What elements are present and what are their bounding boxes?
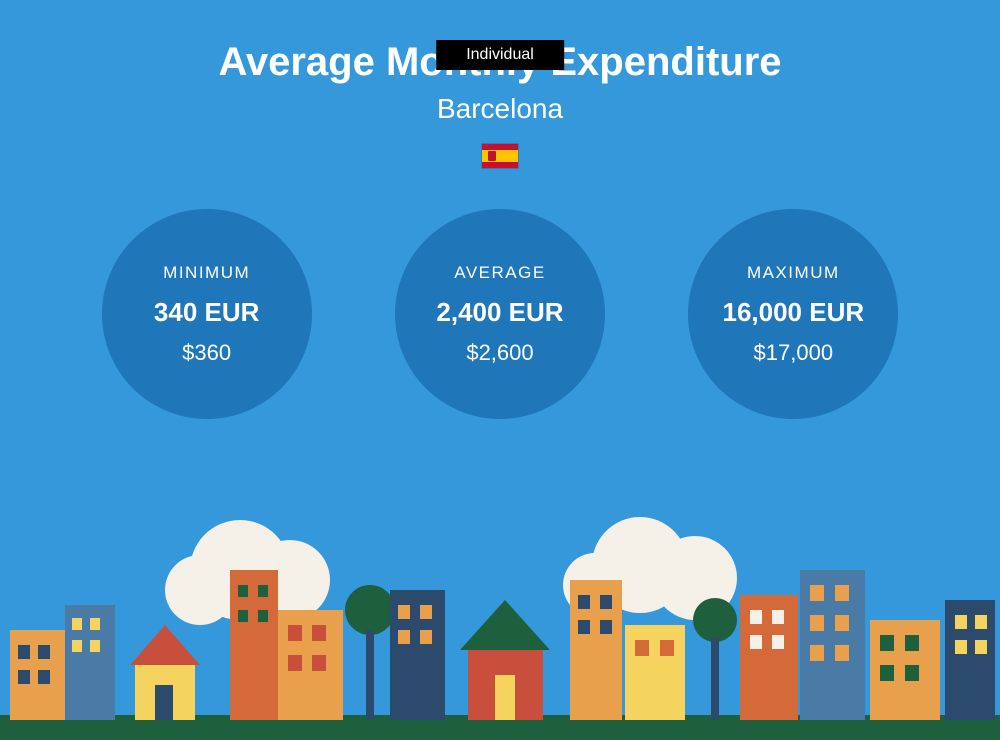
stat-minimum: MINIMUM 340 EUR $360 [102,209,312,419]
cityscape-illustration [0,510,1000,740]
stat-secondary-value: $2,600 [466,340,533,366]
stat-average: AVERAGE 2,400 EUR $2,600 [395,209,605,419]
stat-primary-value: 340 EUR [154,297,260,328]
city-subtitle: Barcelona [0,93,1000,125]
stat-label: MINIMUM [163,263,250,283]
stat-primary-value: 16,000 EUR [722,297,864,328]
spain-flag-icon [481,143,519,169]
stat-secondary-value: $360 [182,340,231,366]
stat-label: MAXIMUM [747,263,840,283]
stat-label: AVERAGE [454,263,545,283]
stats-row: MINIMUM 340 EUR $360 AVERAGE 2,400 EUR $… [0,209,1000,419]
stat-primary-value: 2,400 EUR [436,297,563,328]
stat-secondary-value: $17,000 [754,340,834,366]
flag-crest [488,151,496,161]
category-badge: Individual [436,40,564,70]
flag-stripe [482,162,518,168]
stat-maximum: MAXIMUM 16,000 EUR $17,000 [688,209,898,419]
